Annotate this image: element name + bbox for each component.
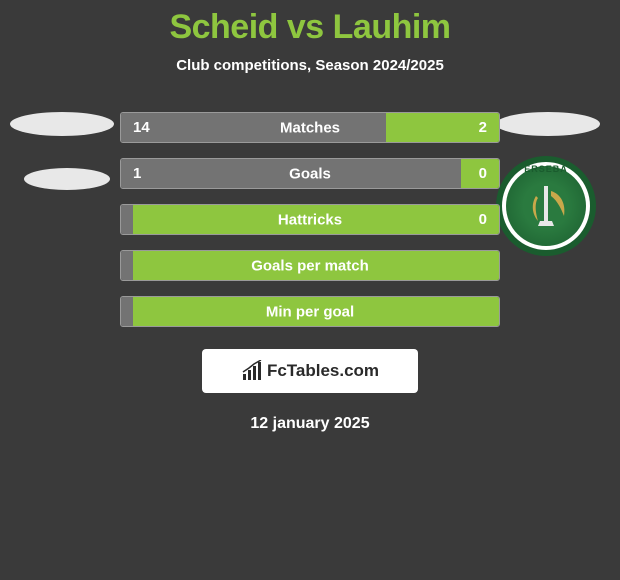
comparison-bars: 142Matches10Goals00Hattricks0.07Goals pe… [120, 112, 500, 327]
bar-right-segment [133, 251, 499, 280]
page-title: Scheid vs Lauhim [0, 0, 620, 47]
brand-text: FcTables.com [267, 361, 379, 381]
bar-right-value: 2 [479, 119, 487, 136]
bar-right-value: 0 [479, 211, 487, 228]
bar-right-segment [133, 297, 499, 326]
bar-row: 142Matches [120, 112, 500, 143]
bar-left-segment: 0.07 [121, 251, 133, 280]
bar-left-value: 14 [133, 119, 150, 136]
club-badge-text: ERSEBA [524, 164, 568, 174]
ellipse-shape [10, 112, 114, 136]
bar-row: 1260Min per goal [120, 296, 500, 327]
brand-badge: FcTables.com [202, 349, 418, 393]
club-crest-icon [516, 176, 576, 236]
comparison-content: ERSEBA 142Matches10Goals00Hattricks0.07G… [0, 112, 620, 433]
date-label: 12 january 2025 [0, 415, 620, 433]
bar-left-segment: 1260 [121, 297, 133, 326]
bar-left-value: 1 [133, 165, 141, 182]
bar-row: 0.07Goals per match [120, 250, 500, 281]
ellipse-shape [24, 168, 110, 190]
club-badge: ERSEBA [496, 156, 596, 256]
player-left-placeholder [10, 112, 114, 190]
bar-left-segment: 14 [121, 113, 386, 142]
bar-row: 00Hattricks [120, 204, 500, 235]
player-right-badges: ERSEBA [496, 112, 600, 256]
ellipse-shape [496, 112, 600, 136]
bar-left-segment: 1 [121, 159, 461, 188]
bar-right-segment: 0 [133, 205, 499, 234]
bar-row: 10Goals [120, 158, 500, 189]
bar-right-segment: 0 [461, 159, 499, 188]
chart-icon [241, 360, 263, 382]
subtitle: Club competitions, Season 2024/2025 [0, 57, 620, 74]
bar-left-segment: 0 [121, 205, 133, 234]
bar-right-segment: 2 [386, 113, 499, 142]
club-badge-inner [506, 166, 586, 246]
bar-right-value: 0 [479, 165, 487, 182]
